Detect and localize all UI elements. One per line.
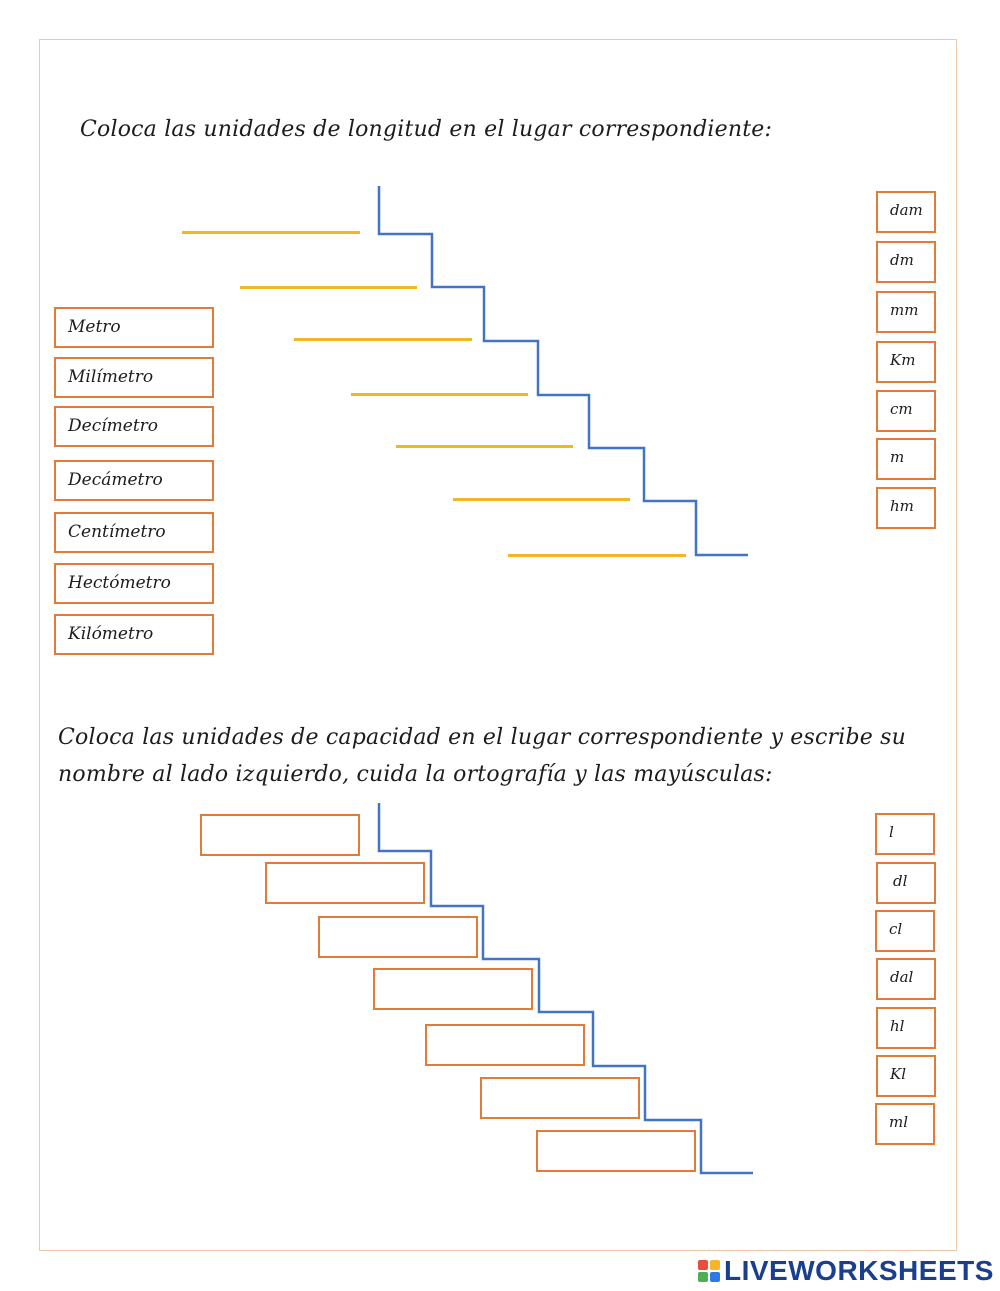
capacity-abbr-box[interactable]: hl: [876, 1007, 936, 1049]
unit-abbr-box[interactable]: hm: [876, 487, 936, 529]
capacity-drop-box-5[interactable]: [425, 1024, 585, 1066]
unit-abbr-box[interactable]: Km: [876, 341, 936, 383]
capacity-drop-box-7[interactable]: [536, 1130, 696, 1172]
section2-instruction-line2: nombre al lado izquierdo, cuida la ortog…: [58, 762, 773, 787]
logo-text: LIVEWORKSHEETS: [724, 1255, 994, 1286]
unit-abbr-box[interactable]: dm: [876, 241, 936, 283]
unit-abbr-box[interactable]: m: [876, 438, 936, 480]
liveworksheets-logo: LIVEWORKSHEETS: [698, 1255, 994, 1287]
capacity-abbr-box[interactable]: ml: [875, 1103, 935, 1145]
answer-line-2[interactable]: [240, 286, 417, 289]
unit-abbr-box[interactable]: cm: [876, 390, 936, 432]
capacity-drop-box-3[interactable]: [318, 916, 478, 958]
capacity-abbr-box[interactable]: Kl: [876, 1055, 936, 1097]
section2-instruction-line1: Coloca las unidades de capacidad en el l…: [58, 725, 907, 750]
logo-icon: [698, 1260, 720, 1282]
unit-name-box[interactable]: Kilómetro: [54, 614, 214, 655]
capacity-drop-box-1[interactable]: [200, 814, 360, 856]
capacity-drop-box-2[interactable]: [265, 862, 425, 904]
capacity-abbr-box[interactable]: l: [875, 813, 935, 855]
capacity-abbr-box[interactable]: dl: [876, 862, 936, 904]
answer-line-6[interactable]: [453, 498, 630, 501]
capacity-drop-box-4[interactable]: [373, 968, 533, 1010]
unit-name-box[interactable]: Decímetro: [54, 406, 214, 447]
answer-line-4[interactable]: [351, 393, 528, 396]
answer-line-1[interactable]: [182, 231, 360, 234]
answer-line-5[interactable]: [396, 445, 573, 448]
capacity-drop-box-6[interactable]: [480, 1077, 640, 1119]
unit-name-box[interactable]: Centímetro: [54, 512, 214, 553]
unit-name-box[interactable]: Metro: [54, 307, 214, 348]
unit-name-box[interactable]: Decámetro: [54, 460, 214, 501]
capacity-abbr-box[interactable]: cl: [875, 910, 935, 952]
section1-instruction: Coloca las unidades de longitud en el lu…: [80, 117, 773, 142]
unit-name-box[interactable]: Hectómetro: [54, 563, 214, 604]
unit-abbr-box[interactable]: dam: [876, 191, 936, 233]
page-frame: [39, 39, 957, 1251]
answer-line-3[interactable]: [294, 338, 472, 341]
capacity-abbr-box[interactable]: dal: [876, 958, 936, 1000]
unit-name-box[interactable]: Milímetro: [54, 357, 214, 398]
answer-line-7[interactable]: [508, 554, 686, 557]
unit-abbr-box[interactable]: mm: [876, 291, 936, 333]
